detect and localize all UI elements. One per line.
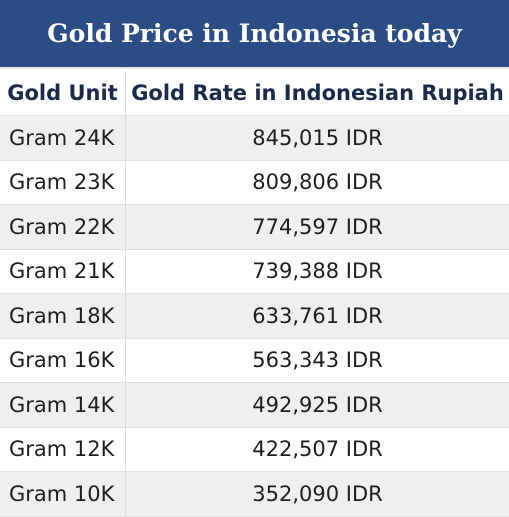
unit-cell: Gram 14K [0,383,126,427]
rate-cell: 563,343 IDR [126,339,509,383]
unit-cell: Gram 16K [0,338,126,382]
unit-text: Gram 12K [9,437,115,462]
table-row: Gram 22K 774,597 IDR [0,205,509,250]
title-banner: Gold Price in Indonesia today [0,0,509,69]
table-row: Gram 12K 422,507 IDR [0,427,509,472]
table-row: Gram 18K 633,761 IDR [0,294,509,339]
table-row: Gram 10K 352,090 IDR [0,472,509,517]
rate-cell: 845,015 IDR [126,116,509,160]
page-title: Gold Price in Indonesia today [47,19,462,48]
unit-text: Gram 24K [9,125,115,150]
table-header-row: Gold Unit Gold Rate in Indonesian Rupiah [0,71,509,116]
rate-text: 492,925 IDR [252,392,383,417]
header-cell-rate: Gold Rate in Indonesian Rupiah [126,71,509,115]
unit-cell: Gram 21K [0,249,126,293]
rate-cell: 352,090 IDR [126,472,509,516]
rate-cell: 422,507 IDR [126,428,509,472]
rate-cell: 774,597 IDR [126,205,509,249]
unit-cell: Gram 18K [0,294,126,338]
unit-text: Gram 10K [9,481,115,506]
unit-text: Gram 22K [9,214,115,239]
rate-cell: 739,388 IDR [126,250,509,294]
rate-text: 422,507 IDR [252,437,383,462]
table-row: Gram 23K 809,806 IDR [0,160,509,205]
rate-text: 774,597 IDR [252,214,383,239]
unit-cell: Gram 24K [0,116,126,160]
unit-text: Gram 18K [9,303,115,328]
unit-text: Gram 21K [9,259,115,284]
unit-cell: Gram 10K [0,472,126,516]
unit-cell: Gram 23K [0,160,126,204]
unit-text: Gram 16K [9,348,115,373]
gold-rate-table: Gold Unit Gold Rate in Indonesian Rupiah… [0,71,509,517]
unit-cell: Gram 12K [0,427,126,471]
rate-text: 739,388 IDR [252,259,383,284]
table-row: Gram 21K 739,388 IDR [0,249,509,294]
rate-cell: 809,806 IDR [126,161,509,205]
rate-cell: 633,761 IDR [126,294,509,338]
unit-cell: Gram 22K [0,205,126,249]
unit-text: Gram 14K [9,392,115,417]
rate-text: 809,806 IDR [252,170,383,195]
rate-cell: 492,925 IDR [126,383,509,427]
table-row: Gram 14K 492,925 IDR [0,383,509,428]
rate-text: 352,090 IDR [252,481,383,506]
table-row: Gram 24K 845,015 IDR [0,116,509,161]
rate-text: 563,343 IDR [252,348,383,373]
rate-text: 633,761 IDR [252,303,383,328]
header-label-rate: Gold Rate in Indonesian Rupiah [131,81,504,105]
header-label-unit: Gold Unit [7,81,118,105]
unit-text: Gram 23K [9,170,115,195]
header-cell-unit: Gold Unit [0,71,126,115]
rate-text: 845,015 IDR [252,125,383,150]
table-row: Gram 16K 563,343 IDR [0,338,509,383]
